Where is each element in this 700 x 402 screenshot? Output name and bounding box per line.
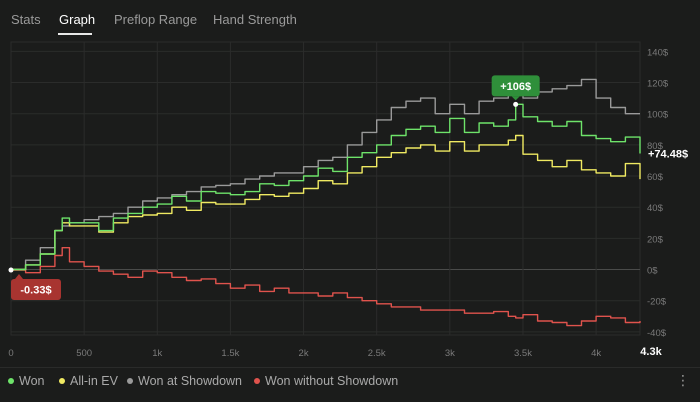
x-tick-label: 1k	[152, 348, 162, 359]
y-tick-label: 0$	[647, 266, 658, 277]
x-tick-label: 3.5k	[514, 348, 532, 359]
legend-label-won-at-showdown: Won at Showdown	[138, 374, 242, 388]
max-badge-pointer	[511, 96, 520, 101]
max-point-marker	[513, 101, 519, 107]
y-tick-label: 40$	[647, 203, 664, 214]
y-tick-label: 60$	[647, 172, 664, 183]
x-tick-label: 0	[8, 348, 13, 359]
x-tick-label: 2k	[299, 348, 309, 359]
chart-legend: Won All-in EV Won at Showdown Won withou…	[0, 368, 700, 398]
y-tick-label: 20$	[647, 234, 664, 245]
x-tick-label: 3k	[445, 348, 455, 359]
x-end-label: 4.3k	[640, 346, 662, 358]
y-tick-label: 120$	[647, 79, 669, 90]
legend-item-won-without-showdown[interactable]: Won without Showdown	[254, 374, 398, 388]
series-line-won	[11, 103, 641, 271]
min-point-marker	[8, 267, 14, 273]
legend-label-won: Won	[19, 374, 45, 388]
tab-bar: Stats Graph Preflop Range Hand Strength	[0, 0, 700, 38]
y-tick-label: 100$	[647, 110, 669, 121]
series-line-won-at-showdown	[11, 78, 640, 271]
legend-item-allin-ev[interactable]: All-in EV	[59, 374, 118, 388]
x-tick-label: 2.5k	[368, 348, 386, 359]
legend-marker-won-at-showdown	[127, 377, 133, 384]
tab-preflop-range[interactable]: Preflop Range	[114, 12, 198, 27]
legend-marker-allin-ev	[59, 377, 65, 384]
tab-graph[interactable]: Graph	[59, 12, 96, 27]
series-line-won-without-showdown	[11, 247, 641, 327]
legend-item-won[interactable]: Won	[8, 374, 44, 388]
max-badge	[491, 75, 540, 97]
max-badge-label: +106$	[500, 81, 531, 93]
y-tick-label: -40$	[647, 328, 667, 339]
series-line-all-in-ev	[11, 134, 641, 271]
end-value-label: +74.48$	[648, 148, 688, 160]
tab-hand-strength[interactable]: Hand Strength	[213, 12, 297, 27]
plot-area-frame	[10, 41, 641, 336]
legend-marker-won	[8, 377, 14, 384]
tab-stats[interactable]: Stats	[11, 12, 41, 27]
profit-graph-chart[interactable]: 140$ 120$ 100$ 80$ 60$ 40$ 20$ 0$ -20$ -40$ 0 500 1k…	[0, 0, 700, 366]
legend-label-won-without-showdown: Won without Showdown	[265, 374, 399, 388]
legend-item-won-at-showdown[interactable]: Won at Showdown	[127, 374, 242, 388]
y-tick-label: 80$	[647, 141, 664, 152]
legend-marker-won-without-showdown	[254, 377, 260, 384]
more-vertical-icon[interactable]: ⋮	[676, 372, 690, 388]
legend-label-allin-ev: All-in EV	[70, 374, 118, 388]
legend-divider	[0, 367, 700, 368]
y-tick-label: 140$	[647, 47, 669, 58]
min-badge	[11, 279, 61, 301]
min-badge-label: -0.33$	[20, 285, 51, 297]
x-tick-label: 1.5k	[221, 348, 239, 359]
active-tab-underline	[58, 33, 92, 35]
x-tick-label: 4k	[591, 348, 601, 359]
x-tick-label: 500	[76, 348, 92, 359]
min-badge-pointer	[15, 274, 23, 280]
y-tick-label: -20$	[647, 297, 667, 308]
